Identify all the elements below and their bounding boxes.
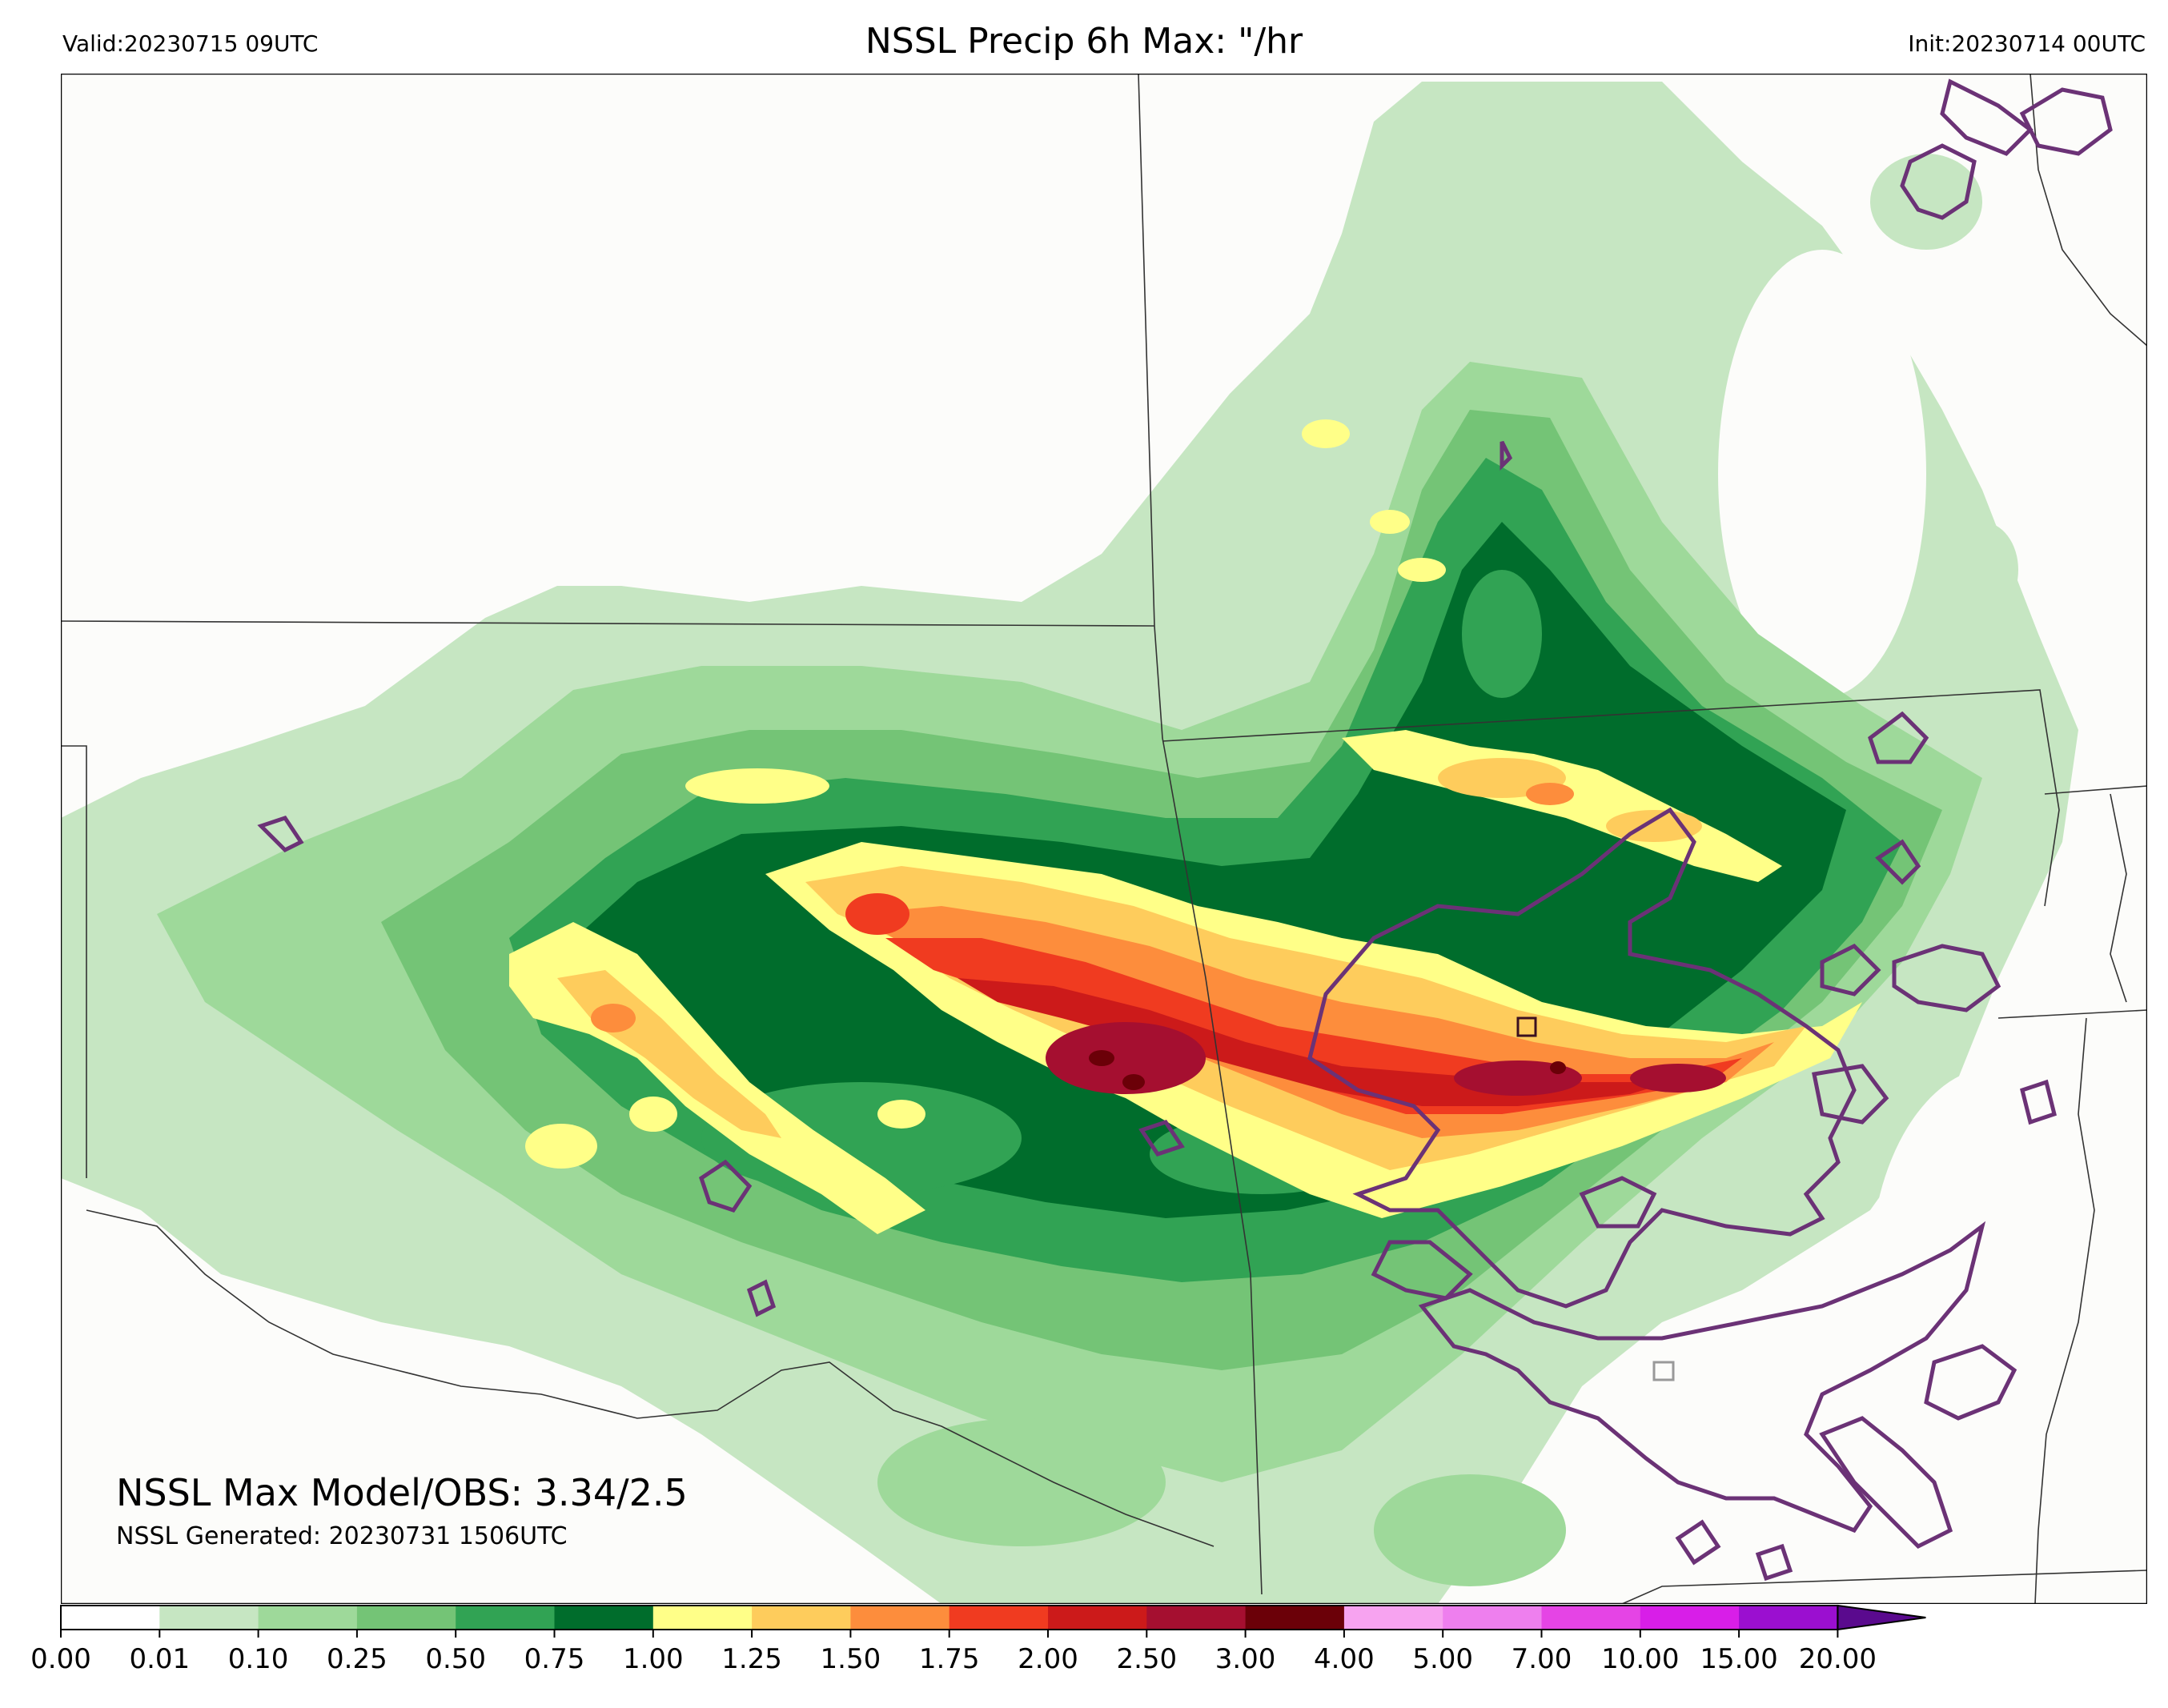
colorbar-segments xyxy=(61,1606,1838,1630)
precip-field-200 xyxy=(958,978,1710,1106)
colorbar-tick-label: 0.25 xyxy=(327,1643,387,1675)
colorbar-segment xyxy=(1245,1606,1345,1630)
colorbar-segment xyxy=(159,1606,259,1630)
map-title: NSSL Precip 6h Max: "/hr xyxy=(865,21,1303,62)
colorbar-tick-label: 4.00 xyxy=(1314,1643,1375,1675)
colorbar-tick-label: 1.00 xyxy=(623,1643,684,1675)
colorbar: 0.00 0.01 0.10 0.25 0.50 0.75 1.00 1.25 1.50 1.75… xyxy=(30,1604,1926,1675)
colorbar-segment xyxy=(652,1606,753,1630)
colorbar-segment xyxy=(1541,1606,1641,1630)
colorbar-tick-label: 0.10 xyxy=(228,1643,289,1675)
colorbar-tick-label: 15.00 xyxy=(1700,1643,1777,1675)
colorbar-segment xyxy=(554,1606,654,1630)
obs-location-box xyxy=(1652,1361,1675,1381)
colorbar-tick-label: 5.00 xyxy=(1412,1643,1473,1675)
colorbar-tick-label: 1.75 xyxy=(919,1643,980,1675)
max-model-obs-label: NSSL Max Model/OBS: 3.34/2.5 xyxy=(116,1471,688,1514)
init-time-label: Init:20230714 00UTC xyxy=(1908,30,2146,57)
colorbar-segment xyxy=(1640,1606,1740,1630)
colorbar-segment xyxy=(850,1606,950,1630)
colorbar-segment xyxy=(1048,1606,1147,1630)
colorbar-tick-label: 2.00 xyxy=(1018,1643,1078,1675)
obs-contours xyxy=(257,78,2113,1582)
colorbar-tick-label: 0.50 xyxy=(425,1643,486,1675)
colorbar-tick-label: 1.25 xyxy=(721,1643,782,1675)
colorbar-tick-label: 20.00 xyxy=(1799,1643,1877,1675)
colorbar-segment xyxy=(258,1606,358,1630)
precip-field-250 xyxy=(1046,1022,1726,1096)
colorbar-tick-label: 7.00 xyxy=(1512,1643,1572,1675)
colorbar-extend-arrow xyxy=(1837,1604,1926,1631)
colorbar-segment xyxy=(949,1606,1049,1630)
precip-field-300 xyxy=(1089,1050,1566,1090)
colorbar-segment xyxy=(356,1606,456,1630)
colorbar-tick-label: 0.00 xyxy=(30,1643,91,1675)
model-max-box xyxy=(1516,1016,1537,1037)
colorbar-tick-label: 10.00 xyxy=(1601,1643,1679,1675)
colorbar-segment xyxy=(1343,1606,1443,1630)
colorbar-segment xyxy=(752,1606,851,1630)
colorbar-tick-label: 0.01 xyxy=(129,1643,190,1675)
generated-label: NSSL Generated: 20230731 1506UTC xyxy=(116,1522,568,1550)
colorbar-tick-label: 0.75 xyxy=(524,1643,585,1675)
colorbar-segment xyxy=(61,1606,160,1630)
colorbar-segment xyxy=(1443,1606,1543,1630)
colorbar-tick-label: 2.50 xyxy=(1116,1643,1177,1675)
colorbar-tick-label: 3.00 xyxy=(1215,1643,1276,1675)
colorbar-ticks: 0.00 0.01 0.10 0.25 0.50 0.75 1.00 1.25 1.50 1.75… xyxy=(30,1630,1877,1675)
colorbar-segment xyxy=(456,1606,556,1630)
colorbar-tick-label: 1.50 xyxy=(821,1643,881,1675)
colorbar-segment xyxy=(1739,1606,1838,1630)
valid-time-label: Valid:20230715 09UTC xyxy=(62,30,319,57)
precip-map xyxy=(61,74,2147,1604)
colorbar-segment xyxy=(1146,1606,1247,1630)
state-boundaries xyxy=(61,74,2147,1604)
